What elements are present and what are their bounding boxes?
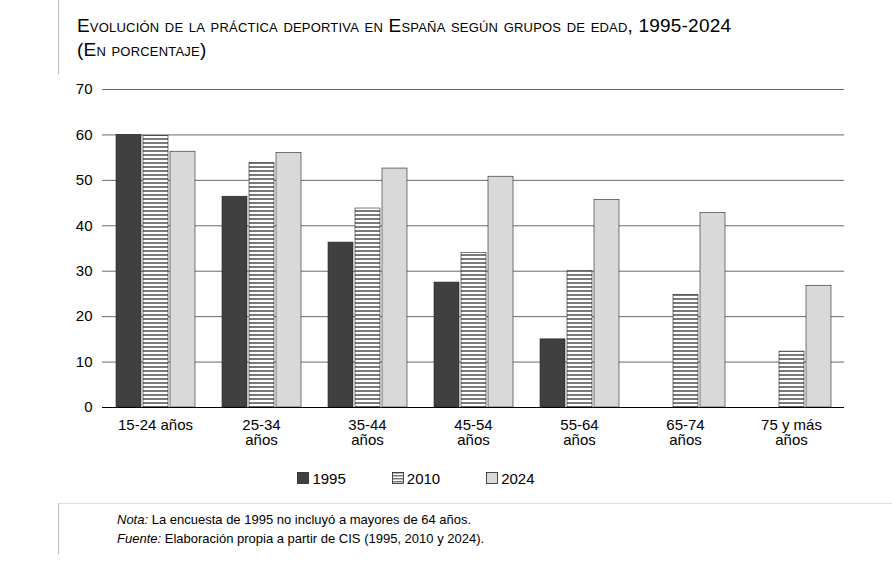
svg-text:70: 70 xyxy=(76,80,93,97)
html-text:2024: 2024 xyxy=(501,469,535,487)
html-text:Nota: La encuesta de 1995 no i: Nota: La encuesta de 1995 no incluyó a m… xyxy=(117,512,472,527)
svg-text:75 y másaños: 75 y másaños xyxy=(761,416,822,448)
html-text:2010: 2010 xyxy=(406,469,441,487)
svg-text:30: 30 xyxy=(76,262,93,279)
html-text:Fuente: Elaboración propia a p: Fuente: Elaboración propia a partir de C… xyxy=(117,531,485,546)
svg-text:15-24 años: 15-24 años xyxy=(118,416,193,433)
html-text:1995: 1995 xyxy=(312,469,346,487)
svg-text:25-34años: 25-34años xyxy=(242,416,280,448)
svg-text:20: 20 xyxy=(76,307,93,324)
svg-text:50: 50 xyxy=(76,171,93,188)
svg-text:0: 0 xyxy=(84,398,92,415)
html-text:(En porcentaje): (En porcentaje) xyxy=(77,39,207,60)
svg-text:10: 10 xyxy=(76,353,93,370)
svg-text:65-74años: 65-74años xyxy=(666,416,704,448)
svg-text:60: 60 xyxy=(76,126,93,143)
svg-text:55-64años: 55-64años xyxy=(560,416,598,448)
svg-text:40: 40 xyxy=(76,217,93,234)
svg-text:45-54años: 45-54años xyxy=(454,416,492,448)
html-text:Evolución de la práctica depor: Evolución de la práctica deportiva en Es… xyxy=(77,15,732,36)
svg-text:35-44años: 35-44años xyxy=(348,416,386,448)
